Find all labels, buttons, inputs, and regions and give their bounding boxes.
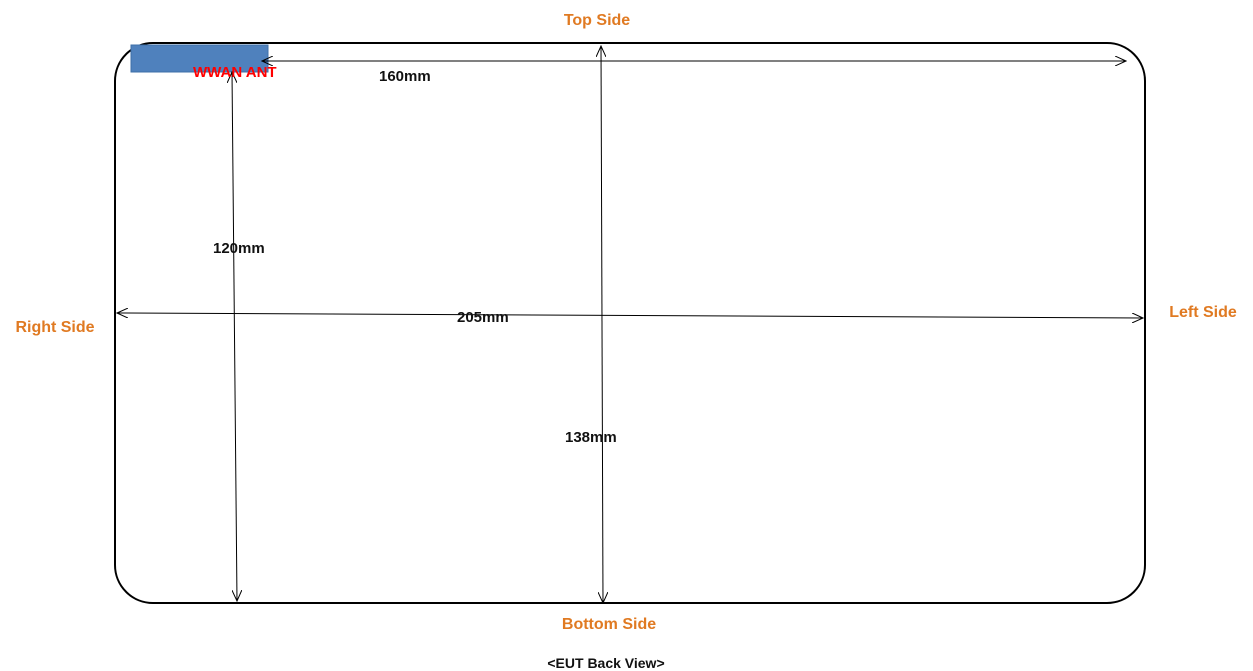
dimension-line-205mm: [117, 313, 1143, 318]
eut-back-view-caption: <EUT Back View>: [547, 655, 664, 671]
dimension-label-120mm: 120mm: [213, 240, 265, 257]
device-outline: [114, 42, 1146, 604]
left-side-label: Left Side: [1169, 304, 1237, 321]
dimension-label-160mm: 160mm: [379, 68, 431, 85]
wwan-ant-label: WWAN ANT: [193, 64, 277, 81]
top-side-label: Top Side: [564, 12, 630, 29]
dimension-line-138mm: [601, 46, 603, 603]
dimension-label-138mm: 138mm: [565, 429, 617, 446]
dimension-line-120mm: [232, 72, 237, 601]
wwan-antenna-block: [130, 44, 269, 73]
bottom-side-label: Bottom Side: [562, 616, 656, 633]
right-side-label: Right Side: [15, 319, 94, 336]
dimension-label-205mm: 205mm: [457, 309, 509, 326]
